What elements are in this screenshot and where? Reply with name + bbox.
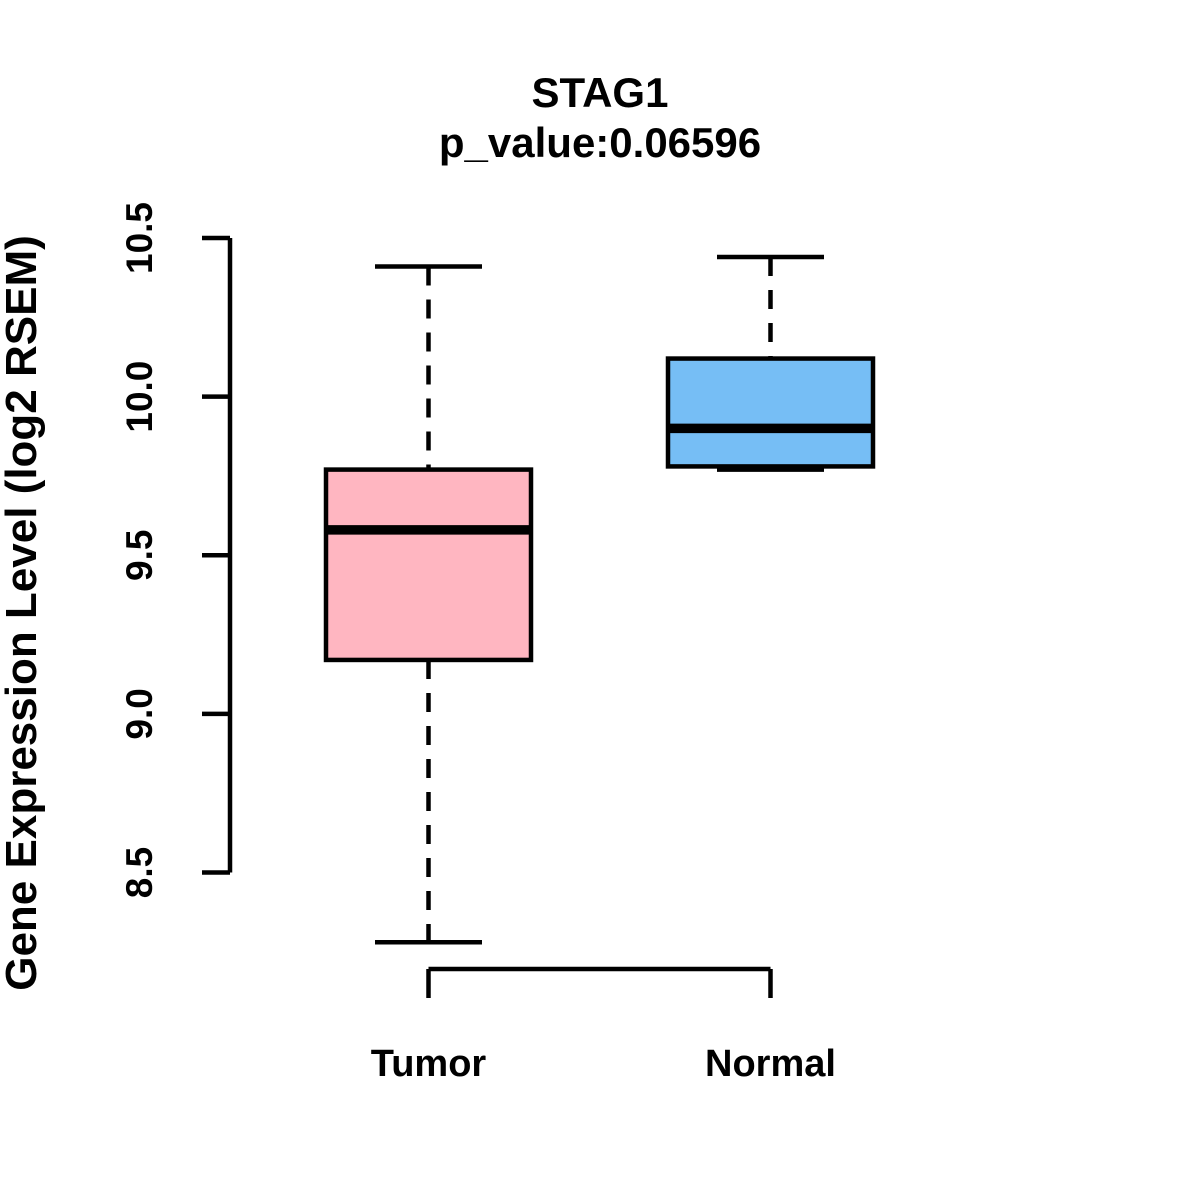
- box-series: [323, 254, 876, 945]
- y-tick-label: 8.5: [119, 847, 160, 898]
- chart-title: STAG1: [532, 69, 669, 116]
- y-tick-label: 9.0: [119, 688, 160, 739]
- y-tick-label: 10.5: [119, 202, 160, 274]
- normal-iqr-box: [665, 356, 876, 469]
- tumor-iqr-box: [323, 467, 534, 663]
- y-tick-label: 10.0: [119, 361, 160, 433]
- normal-boxplot: [665, 254, 876, 472]
- y-axis-title: Gene Expression Level (log2 RSEM): [0, 235, 46, 991]
- x-category-label-normal: Normal: [705, 1043, 836, 1085]
- tumor-boxplot: [323, 264, 534, 945]
- chart-subtitle: p_value:0.06596: [439, 119, 761, 166]
- x-axis: Tumor Normal: [371, 966, 836, 1085]
- y-axis: 8.5 9.0 9.5 10.0 10.5: [119, 202, 233, 898]
- y-tick-label: 9.5: [119, 530, 160, 581]
- x-category-label-tumor: Tumor: [371, 1043, 487, 1085]
